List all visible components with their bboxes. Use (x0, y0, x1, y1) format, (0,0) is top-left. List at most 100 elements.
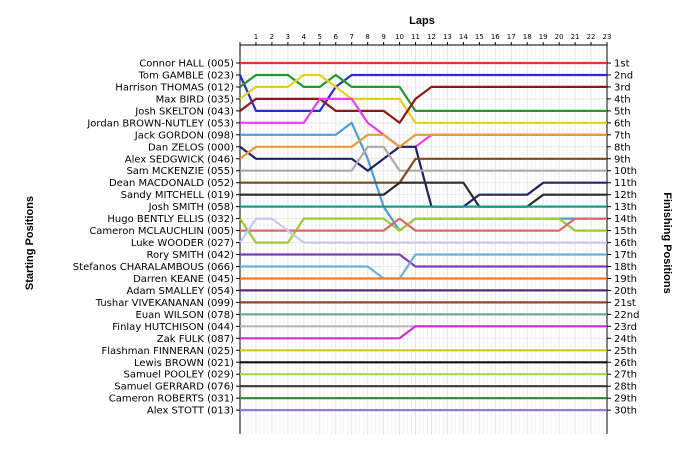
series-line-11 (240, 157, 607, 184)
lap-tick-label: 23 (603, 33, 612, 41)
starting-driver-label: Adam SMALLEY (054) (126, 286, 234, 297)
finishing-position-label: 15th (614, 226, 637, 237)
starting-driver-label: Connor HALL (005) (139, 59, 234, 70)
lap-tick-label: 9 (381, 33, 385, 41)
series-line-8 (239, 145, 607, 208)
finishing-position-label: 30th (614, 406, 637, 417)
lap-tick-label: 18 (523, 33, 532, 41)
finishing-position-label: 19th (614, 274, 637, 285)
starting-driver-label: Flashman FINNERAN (025) (101, 346, 234, 357)
starting-driver-label: Samuel GERRARD (076) (114, 382, 234, 393)
finishing-position-label: 23rd (614, 322, 637, 333)
starting-driver-label: Darren KEANE (045) (133, 274, 234, 285)
lap-tick-label: 19 (539, 33, 548, 41)
finishing-position-label: 1st (614, 59, 630, 70)
finishing-position-label: 9th (614, 154, 631, 165)
lap-tick-label: 22 (587, 33, 596, 41)
starting-driver-label: Tom GAMBLE (023) (138, 70, 235, 81)
starting-driver-label: Dean MACDONALD (052) (109, 178, 234, 189)
series-line-14 (239, 217, 607, 244)
starting-driver-label: Josh SKELTON (043) (134, 106, 234, 117)
lap-tick-label: 13 (443, 33, 452, 41)
lap-tick-label: 11 (411, 33, 420, 41)
starting-driver-label: Rory SMITH (042) (147, 250, 235, 261)
finishing-position-label: 18th (614, 262, 637, 273)
series-line-16 (239, 217, 607, 244)
starting-driver-label: Max BIRD (035) (156, 94, 234, 105)
starting-driver-label: Harrison THOMAS (012) (115, 82, 234, 93)
finishing-position-label: 16th (614, 238, 637, 249)
starting-driver-label: Zak FULK (087) (157, 334, 234, 345)
lap-tick-label: 6 (334, 33, 339, 41)
lap-tick-label: 17 (507, 33, 516, 41)
series-lines (238, 61, 607, 412)
lap-tick-label: 2 (270, 33, 274, 41)
finishing-position-label: 14th (614, 214, 637, 225)
lap-tick-label: 10 (395, 33, 404, 41)
finishing-position-label: 17th (614, 250, 637, 261)
starting-driver-label: Sandy MITCHELL (019) (121, 190, 234, 201)
finishing-position-label: 21st (614, 298, 636, 309)
series-line-4 (239, 73, 607, 124)
lap-tick-label: 3 (286, 33, 290, 41)
finishing-position-label: 10th (614, 166, 637, 177)
lap-tick-label: 1 (254, 33, 258, 41)
finishing-position-label: 22nd (614, 310, 639, 321)
y-axis-label-right: Finishing Positions (661, 192, 673, 293)
series-line-9 (239, 133, 607, 160)
starting-driver-label: Cameron ROBERTS (031) (109, 394, 234, 405)
y-axis-label-left: Starting Positions (24, 196, 36, 290)
series-line-18 (240, 253, 607, 280)
starting-driver-label: Alex STOTT (013) (147, 406, 234, 417)
lap-tick-label: 20 (555, 33, 564, 41)
series-line-15 (240, 217, 607, 232)
finishing-position-label: 25th (614, 346, 637, 357)
finishing-position-label: 20th (614, 286, 637, 297)
starting-driver-label: Tushar VIVEKANANAN (099) (95, 298, 234, 309)
series-line-12 (240, 181, 607, 208)
lap-tick-label: 21 (571, 33, 580, 41)
finishing-position-label: 11th (614, 178, 637, 189)
axes (236, 42, 611, 434)
starting-driver-label: Josh SMITH (058) (148, 202, 235, 213)
finishing-position-label: 5th (614, 106, 631, 117)
finishing-position-label: 4th (614, 94, 631, 105)
series-line-5 (239, 85, 607, 124)
lap-tick-label: 15 (475, 33, 484, 41)
finishing-position-label: 8th (614, 142, 631, 153)
starting-driver-label: Jordan BROWN-NUTLEY (053) (86, 118, 234, 129)
starting-driver-label: Hugo BENTLY ELLIS (032) (107, 214, 234, 225)
finishing-position-label: 12th (614, 190, 637, 201)
starting-driver-label: Stefanos CHARALAMBOUS (066) (73, 262, 234, 273)
starting-driver-label: Cameron MCLAUCHLIN (005) (89, 226, 234, 237)
series-line-17 (240, 253, 607, 268)
starting-driver-label: Finlay HUTCHISON (044) (112, 322, 234, 333)
finishing-position-label: 28th (614, 382, 637, 393)
starting-driver-label: Jack GORDON (098) (134, 130, 234, 141)
lap-tick-label: 12 (427, 33, 436, 41)
chart-title: Laps (409, 15, 435, 27)
lap-tick-label: 8 (365, 33, 369, 41)
finishing-position-label: 27th (614, 370, 637, 381)
finishing-position-label: 29th (614, 394, 637, 405)
starting-driver-label: Luke WOODER (027) (131, 238, 234, 249)
grid (239, 45, 608, 434)
lap-tick-label: 5 (318, 33, 322, 41)
series-line-3 (239, 73, 607, 113)
finishing-position-label: 24th (614, 334, 637, 345)
starting-driver-label: Dan ZELOS (000) (148, 142, 234, 153)
starting-driver-label: Samuel POOLEY (029) (123, 370, 234, 381)
starting-driver-label: Lewis BROWN (021) (134, 358, 234, 369)
finishing-position-label: 6th (614, 118, 631, 129)
starting-driver-label: Sam MCKENZIE (055) (126, 166, 234, 177)
series-line-10 (240, 145, 607, 172)
series-line-24 (240, 325, 607, 340)
finishing-position-label: 3rd (614, 82, 631, 93)
lap-tick-label: 4 (302, 33, 307, 41)
lap-tick-label: 14 (459, 33, 468, 41)
finishing-position-label: 2nd (614, 70, 633, 81)
finishing-position-label: 7th (614, 130, 631, 141)
finishing-position-label: 13th (614, 202, 637, 213)
series-line-2 (238, 73, 607, 113)
